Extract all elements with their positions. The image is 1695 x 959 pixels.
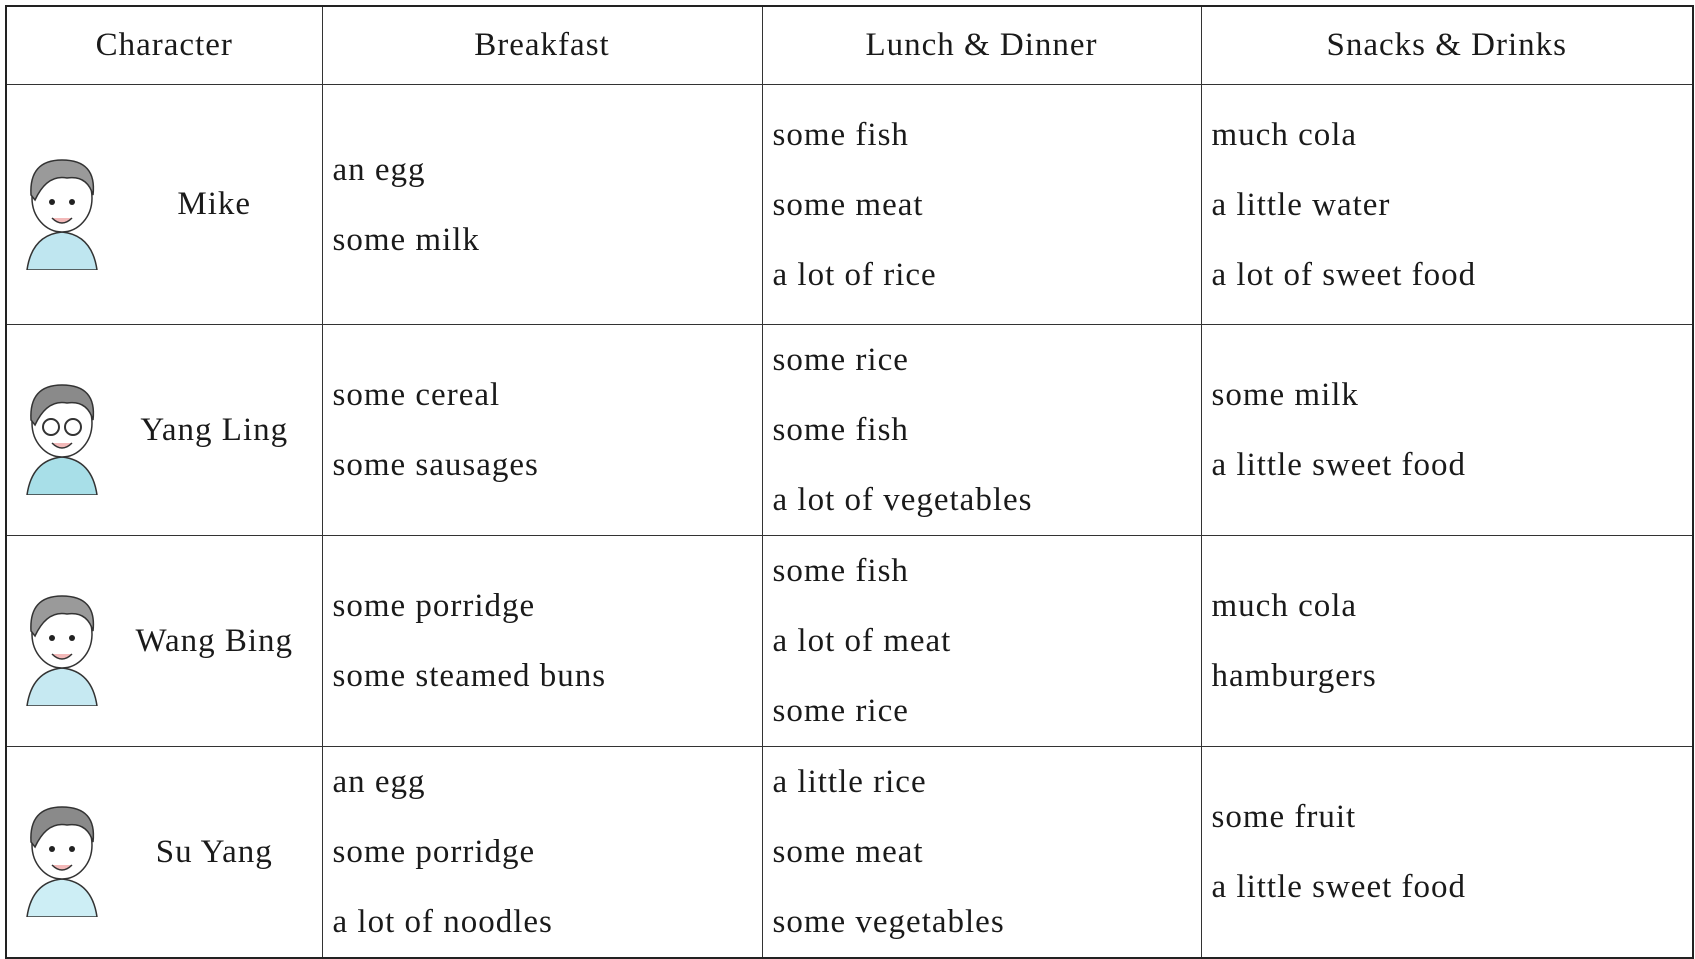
food-item: hamburgers: [1211, 658, 1377, 694]
food-item: a little rice: [772, 764, 927, 800]
food-list: an egg some porridge a lot of noodles: [323, 747, 762, 957]
food-item: some sausages: [332, 447, 539, 483]
table-row: Mike an egg some milk some fish some meat a l…: [5, 84, 1694, 325]
food-cell: some cereal some sausages: [321, 324, 763, 536]
food-cell: an egg some porridge a lot of noodles: [321, 746, 763, 959]
avatar: [26, 806, 98, 917]
food-item: a little sweet food: [1211, 869, 1467, 905]
food-list: much cola hamburgers: [1202, 571, 1693, 711]
food-cell: some fruit a little sweet food: [1200, 746, 1694, 959]
food-item: a little sweet food: [1211, 447, 1467, 483]
food-item: much cola: [1211, 588, 1358, 624]
character-name: Mike: [177, 186, 252, 222]
food-cell: some fish a lot of meat some rice: [761, 535, 1202, 747]
page: Character Breakfast Lunch & Dinner Snacks &…: [5, 5, 1694, 959]
food-list: much cola a little water a lot of sweet fo…: [1202, 100, 1693, 310]
character: Su Yang: [7, 787, 322, 917]
avatar: [26, 384, 98, 495]
food-list: some porridge some steamed buns: [323, 571, 762, 711]
character-name: Yang Ling: [140, 411, 289, 448]
food-list: some fish some meat a lot of rice: [763, 100, 1201, 310]
food-list: some rice some fish a lot of vegetables: [763, 325, 1201, 535]
food-item: a lot of vegetables: [772, 482, 1033, 518]
character-cell: Wang Bing: [5, 535, 323, 747]
food-item: an egg: [332, 764, 426, 800]
food-list: an egg some milk: [323, 135, 762, 275]
food-list: some fruit a little sweet food: [1202, 782, 1693, 922]
food-list: some milk a little sweet food: [1202, 360, 1693, 500]
header-cell: Snacks & Drinks: [1200, 5, 1694, 85]
food-list: a little rice some meat some vegetables: [763, 747, 1201, 957]
food-item: an egg: [332, 151, 426, 188]
food-item: a lot of rice: [772, 256, 937, 293]
food-item: a little water: [1211, 186, 1391, 223]
header-cell: Lunch & Dinner: [761, 5, 1202, 85]
food-item: some fish: [772, 116, 909, 153]
food-list: some cereal some sausages: [323, 360, 762, 500]
food-item: some meat: [772, 186, 924, 223]
table-row: Su Yang an egg some porridge a lot of noodl…: [5, 746, 1694, 959]
character-cell: Mike: [5, 84, 323, 325]
character-name: Su Yang: [155, 833, 273, 870]
food-item: some porridge: [332, 834, 536, 870]
food-cell: some porridge some steamed buns: [321, 535, 763, 747]
character: Wang Bing: [7, 576, 322, 706]
food-item: some cereal: [332, 377, 501, 413]
header-cell: Breakfast: [321, 5, 763, 85]
food-item: some steamed buns: [332, 658, 607, 694]
table-row: Yang Ling some cereal some sausages some ri…: [5, 324, 1694, 536]
food-cell: some milk a little sweet food: [1200, 324, 1694, 536]
food-item: some rice: [772, 342, 909, 378]
character-cell: Su Yang: [5, 746, 323, 959]
food-item: some fish: [772, 553, 909, 589]
character: Mike: [7, 140, 322, 270]
food-item: a lot of sweet food: [1211, 256, 1477, 293]
food-cell: much cola hamburgers: [1200, 535, 1694, 747]
avatar: [26, 158, 98, 270]
food-item: some porridge: [332, 588, 536, 624]
food-item: some rice: [772, 693, 909, 729]
food-cell: a little rice some meat some vegetables: [761, 746, 1202, 959]
food-item: some meat: [772, 834, 924, 870]
food-list: some fish a lot of meat some rice: [763, 536, 1201, 746]
food-item: some milk: [332, 221, 480, 258]
food-item: some milk: [1211, 377, 1359, 413]
character-name: Wang Bing: [135, 622, 294, 659]
avatar: [26, 595, 98, 706]
food-item: much cola: [1211, 116, 1358, 153]
table-row: Wang Bing some porridge some steamed buns s…: [5, 535, 1694, 747]
character-cell: Yang Ling: [5, 324, 323, 536]
header-cell: Character: [5, 5, 323, 85]
food-item: a lot of meat: [772, 623, 952, 659]
food-item: some vegetables: [772, 904, 1005, 940]
food-cell: an egg some milk: [321, 84, 763, 325]
food-item: some fruit: [1211, 799, 1357, 835]
character: Yang Ling: [7, 365, 322, 495]
food-cell: much cola a little water a lot of sweet fo…: [1200, 84, 1694, 325]
header-row: Character Breakfast Lunch & Dinner Snacks &…: [5, 5, 1694, 85]
food-item: some fish: [772, 412, 909, 448]
food-cell: some rice some fish a lot of vegetables: [761, 324, 1202, 536]
food-table: Character Breakfast Lunch & Dinner Snacks &…: [5, 5, 1694, 959]
food-item: a lot of noodles: [332, 904, 553, 940]
food-cell: some fish some meat a lot of rice: [761, 84, 1202, 325]
